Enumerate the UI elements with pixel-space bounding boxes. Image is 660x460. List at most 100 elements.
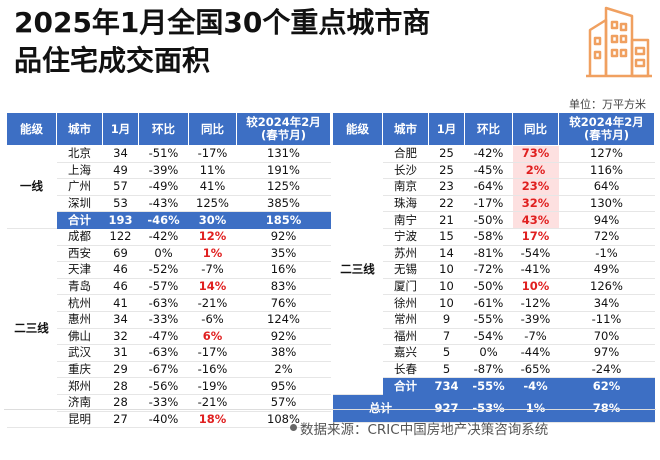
table-row: 福州 7 -54% -7% 70% bbox=[333, 328, 655, 346]
table-row: 济南 28 -33% -21% 57% bbox=[7, 394, 331, 412]
mom-cell: -33% bbox=[138, 311, 189, 329]
table-row: 长沙 25 -45% 2% 116% bbox=[333, 162, 655, 180]
table-row: 宁波 15 -58% 17% 72% bbox=[333, 228, 655, 246]
value-cell: 49 bbox=[102, 162, 139, 180]
cmp-cell: 126% bbox=[558, 278, 655, 296]
value-cell: 31 bbox=[102, 344, 139, 362]
right-header-3: 环比 bbox=[464, 112, 513, 146]
yoy-cell: 32% bbox=[512, 195, 559, 213]
value-cell: 10 bbox=[428, 294, 465, 312]
city-cell: 常州 bbox=[382, 311, 429, 329]
cmp-cell: -11% bbox=[558, 311, 655, 329]
mom-cell: 0% bbox=[138, 245, 189, 263]
cmp-cell: 97% bbox=[558, 344, 655, 362]
value-cell: 9 bbox=[428, 311, 465, 329]
value-cell: 927 bbox=[428, 394, 465, 423]
yoy-cell: -17% bbox=[188, 145, 237, 163]
table-row: 一线 北京 34 -51% -17% 131% bbox=[6, 145, 331, 229]
divider bbox=[4, 409, 656, 410]
table-row: 徐州 10 -61% -12% 34% bbox=[333, 294, 655, 312]
value-cell: 734 bbox=[428, 377, 465, 395]
city-cell: 天津 bbox=[56, 261, 103, 279]
table-row: 合计 193 -46% 30% 185% bbox=[7, 211, 331, 229]
value-cell: 25 bbox=[428, 145, 465, 163]
mom-cell: -50% bbox=[464, 211, 513, 229]
cmp-cell: 95% bbox=[236, 377, 331, 395]
yoy-cell: -41% bbox=[512, 261, 559, 279]
left-header-5: 较2024年2月 (春节月) bbox=[236, 112, 331, 146]
cmp-cell: 125% bbox=[236, 178, 331, 196]
city-cell: 惠州 bbox=[56, 311, 103, 329]
tier-label-tier1: 一线 bbox=[6, 145, 57, 229]
city-cell: 福州 bbox=[382, 328, 429, 346]
value-cell: 53 bbox=[102, 195, 139, 213]
left-header-4: 同比 bbox=[188, 112, 237, 146]
value-cell: 10 bbox=[428, 278, 465, 296]
city-cell: 珠海 bbox=[382, 195, 429, 213]
mom-cell: -52% bbox=[138, 261, 189, 279]
cmp-cell: 94% bbox=[558, 211, 655, 229]
city-cell: 上海 bbox=[56, 162, 103, 180]
mom-cell: -49% bbox=[138, 178, 189, 196]
right-header-5: 较2024年2月 (春节月) bbox=[558, 112, 655, 146]
cmp-cell: 35% bbox=[236, 245, 331, 263]
yoy-cell: 17% bbox=[512, 228, 559, 246]
table-row: 武汉 31 -63% -17% 38% bbox=[7, 344, 331, 362]
table-row: 重庆 29 -67% -16% 2% bbox=[7, 361, 331, 379]
page-title: 2025年1月全国30个重点城市商 品住宅成交面积 bbox=[14, 4, 574, 80]
yoy-cell: -16% bbox=[188, 361, 237, 379]
yoy-cell: 12% bbox=[188, 228, 237, 246]
left-header-3: 环比 bbox=[138, 112, 189, 146]
value-cell: 193 bbox=[102, 211, 139, 229]
cmp-cell: 385% bbox=[236, 195, 331, 213]
yoy-cell: -7% bbox=[512, 328, 559, 346]
city-cell: 杭州 bbox=[56, 294, 103, 312]
yoy-cell: 11% bbox=[188, 162, 237, 180]
city-cell: 合肥 bbox=[382, 145, 429, 163]
mom-cell: -42% bbox=[138, 228, 189, 246]
value-cell: 34 bbox=[102, 311, 139, 329]
mom-cell: -72% bbox=[464, 261, 513, 279]
mom-cell: -67% bbox=[138, 361, 189, 379]
table-row: 长春 5 -87% -65% -24% bbox=[333, 361, 655, 379]
cmp-cell: 116% bbox=[558, 162, 655, 180]
table-row: 常州 9 -55% -39% -11% bbox=[333, 311, 655, 329]
cmp-cell: 108% bbox=[236, 411, 331, 429]
value-cell: 32 bbox=[102, 328, 139, 346]
city-cell: 厦门 bbox=[382, 278, 429, 296]
city-cell: 长春 bbox=[382, 361, 429, 379]
mom-cell: -87% bbox=[464, 361, 513, 379]
value-cell: 21 bbox=[428, 211, 465, 229]
yoy-cell: 30% bbox=[188, 211, 237, 229]
cmp-cell: 76% bbox=[236, 294, 331, 312]
table-row: 无锡 10 -72% -41% 49% bbox=[333, 261, 655, 279]
city-cell: 成都 bbox=[56, 228, 103, 246]
yoy-cell: 18% bbox=[188, 411, 237, 429]
cmp-cell: 131% bbox=[236, 145, 331, 163]
mom-cell: -61% bbox=[464, 294, 513, 312]
table-row: 厦门 10 -50% 10% 126% bbox=[333, 278, 655, 296]
city-cell: 长沙 bbox=[382, 162, 429, 180]
cmp-cell: -1% bbox=[558, 245, 655, 263]
right-header-0: 能级 bbox=[332, 112, 383, 146]
mom-cell: -56% bbox=[138, 377, 189, 395]
table-row: 南京 23 -64% 23% 64% bbox=[333, 178, 655, 196]
value-cell: 22 bbox=[428, 195, 465, 213]
city-cell: 苏州 bbox=[382, 245, 429, 263]
city-cell: 南京 bbox=[382, 178, 429, 196]
value-cell: 27 bbox=[102, 411, 139, 429]
value-cell: 69 bbox=[102, 245, 139, 263]
city-cell: 合计 bbox=[382, 377, 429, 395]
building-icon bbox=[586, 6, 652, 78]
mom-cell: 0% bbox=[464, 344, 513, 362]
yoy-cell: 14% bbox=[188, 278, 237, 296]
mom-cell: -46% bbox=[138, 211, 189, 229]
city-cell: 广州 bbox=[56, 178, 103, 196]
table-row: 南宁 21 -50% 43% 94% bbox=[333, 211, 655, 229]
cmp-cell: 92% bbox=[236, 328, 331, 346]
table-row: 青岛 46 -57% 14% 83% bbox=[7, 278, 331, 296]
value-cell: 122 bbox=[102, 228, 139, 246]
city-cell: 重庆 bbox=[56, 361, 103, 379]
value-cell: 14 bbox=[428, 245, 465, 263]
table-row: 佛山 32 -47% 6% 92% bbox=[7, 328, 331, 346]
